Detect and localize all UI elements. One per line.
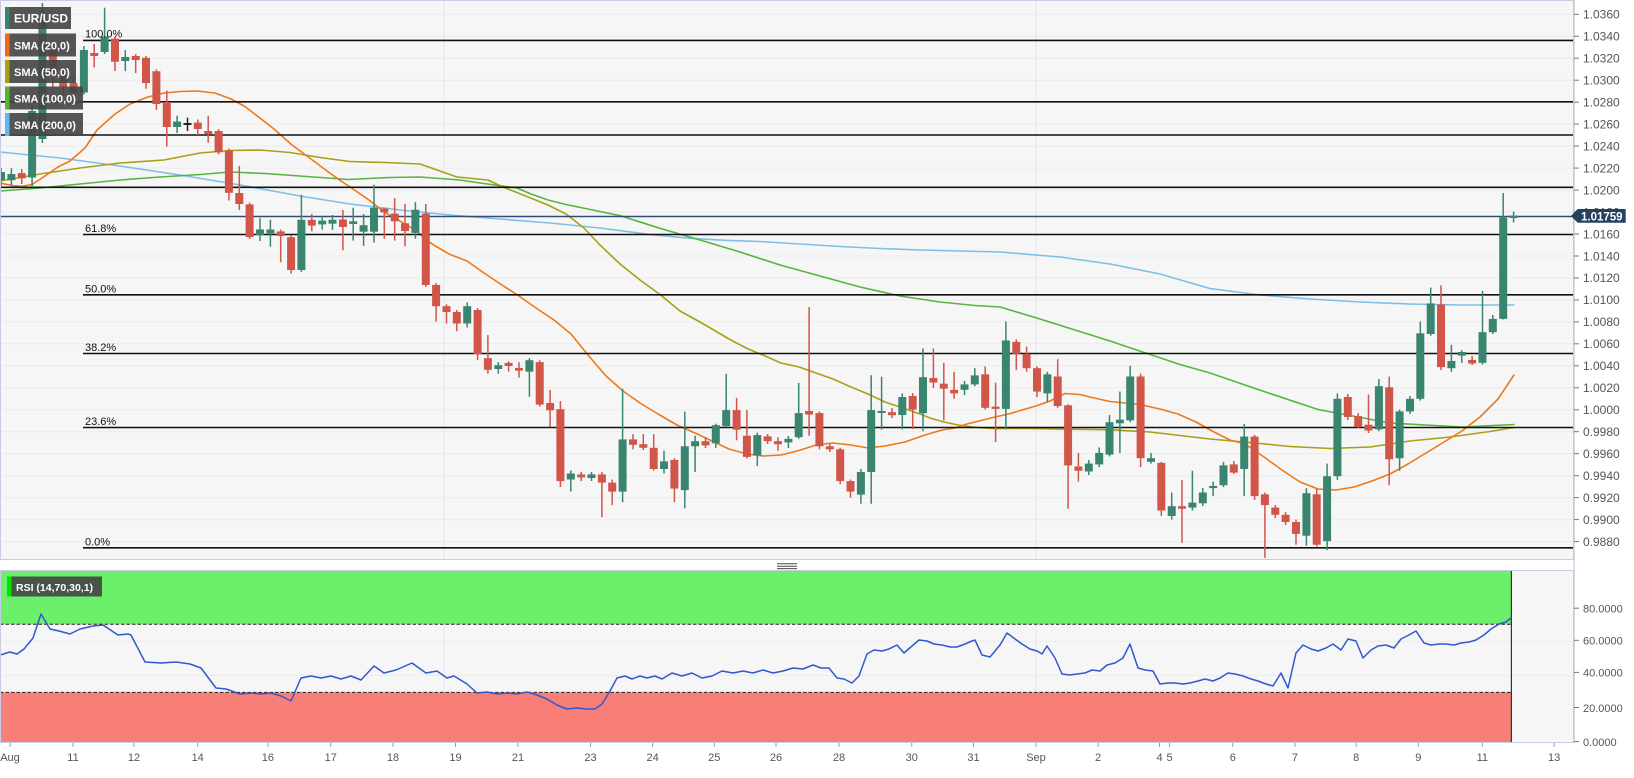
svg-text:1.0200: 1.0200 <box>1583 183 1620 197</box>
svg-text:Sep: Sep <box>1026 752 1046 764</box>
svg-text:31: 31 <box>967 752 979 764</box>
svg-text:8: 8 <box>1353 752 1359 764</box>
svg-text:9: 9 <box>1415 752 1421 764</box>
svg-text:1.0240: 1.0240 <box>1583 139 1620 153</box>
svg-text:24: 24 <box>646 752 658 764</box>
svg-text:1.0160: 1.0160 <box>1583 227 1620 241</box>
svg-text:11: 11 <box>1477 752 1488 764</box>
svg-text:0.9900: 0.9900 <box>1583 513 1620 527</box>
svg-text:38.2%: 38.2% <box>85 342 116 354</box>
svg-text:1.0000: 1.0000 <box>1583 403 1620 417</box>
svg-text:1.0040: 1.0040 <box>1583 359 1620 373</box>
svg-text:23.6%: 23.6% <box>85 416 116 428</box>
svg-text:0.0%: 0.0% <box>85 537 110 549</box>
svg-text:EUR/USD: EUR/USD <box>14 11 68 25</box>
svg-text:SMA (200,0): SMA (200,0) <box>14 120 76 132</box>
svg-text:1.0080: 1.0080 <box>1583 315 1620 329</box>
svg-text:SMA (20,0): SMA (20,0) <box>14 40 70 52</box>
svg-text:16: 16 <box>262 752 274 764</box>
svg-text:13: 13 <box>1548 752 1560 764</box>
svg-text:1.01759: 1.01759 <box>1581 211 1623 223</box>
svg-text:30: 30 <box>906 752 918 764</box>
svg-text:25: 25 <box>708 752 720 764</box>
svg-text:61.8%: 61.8% <box>85 223 116 235</box>
svg-text:14: 14 <box>192 752 204 764</box>
svg-text:1.0060: 1.0060 <box>1583 337 1620 351</box>
svg-text:0.9940: 0.9940 <box>1583 469 1620 483</box>
svg-text:20.0000: 20.0000 <box>1583 703 1623 715</box>
svg-text:6: 6 <box>1230 752 1236 764</box>
svg-text:1.0280: 1.0280 <box>1583 96 1620 110</box>
svg-text:1.0020: 1.0020 <box>1583 381 1620 395</box>
svg-text:23: 23 <box>584 752 596 764</box>
svg-text:0.0000: 0.0000 <box>1583 737 1617 749</box>
svg-text:0.9920: 0.9920 <box>1583 491 1620 505</box>
svg-text:80.0000: 80.0000 <box>1583 604 1623 616</box>
svg-text:2: 2 <box>1095 752 1101 764</box>
svg-text:4: 4 <box>1156 752 1162 764</box>
svg-text:28: 28 <box>833 752 845 764</box>
svg-text:40.0000: 40.0000 <box>1583 668 1623 680</box>
svg-text:1.0220: 1.0220 <box>1583 161 1620 175</box>
svg-text:1.0340: 1.0340 <box>1583 30 1620 44</box>
svg-text:50.0%: 50.0% <box>85 284 116 296</box>
svg-text:17: 17 <box>325 752 337 764</box>
svg-text:RSI (14,70,30,1): RSI (14,70,30,1) <box>16 582 93 594</box>
svg-text:0.9980: 0.9980 <box>1583 425 1620 439</box>
svg-text:19: 19 <box>449 752 461 764</box>
svg-text:1.0120: 1.0120 <box>1583 271 1620 285</box>
svg-text:1.0300: 1.0300 <box>1583 74 1620 88</box>
svg-text:1.0140: 1.0140 <box>1583 249 1620 263</box>
svg-text:5: 5 <box>1167 752 1173 764</box>
svg-text:26: 26 <box>770 752 782 764</box>
svg-text:100.0%: 100.0% <box>85 29 123 41</box>
svg-text:1.0260: 1.0260 <box>1583 117 1620 131</box>
svg-text:Aug: Aug <box>0 752 20 764</box>
svg-text:1.0360: 1.0360 <box>1583 8 1620 22</box>
svg-text:11: 11 <box>67 752 78 764</box>
svg-text:60.0000: 60.0000 <box>1583 636 1623 648</box>
svg-text:7: 7 <box>1292 752 1298 764</box>
svg-text:0.9880: 0.9880 <box>1583 535 1620 549</box>
svg-text:1.0100: 1.0100 <box>1583 293 1620 307</box>
svg-text:SMA (50,0): SMA (50,0) <box>14 67 70 79</box>
svg-text:21: 21 <box>512 752 524 764</box>
svg-text:12: 12 <box>128 752 140 764</box>
svg-text:0.9960: 0.9960 <box>1583 447 1620 461</box>
svg-text:1.0320: 1.0320 <box>1583 52 1620 66</box>
svg-text:SMA (100,0): SMA (100,0) <box>14 93 76 105</box>
svg-text:18: 18 <box>387 752 399 764</box>
